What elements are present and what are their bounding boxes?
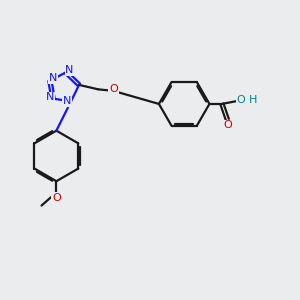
Text: N: N xyxy=(65,65,74,76)
Text: O: O xyxy=(109,84,118,94)
Text: N: N xyxy=(63,96,71,106)
Text: H: H xyxy=(249,95,257,105)
Text: O: O xyxy=(52,193,61,203)
Text: N: N xyxy=(49,74,57,83)
Text: O: O xyxy=(237,95,246,105)
Text: N: N xyxy=(46,92,54,102)
Text: O: O xyxy=(224,120,233,130)
